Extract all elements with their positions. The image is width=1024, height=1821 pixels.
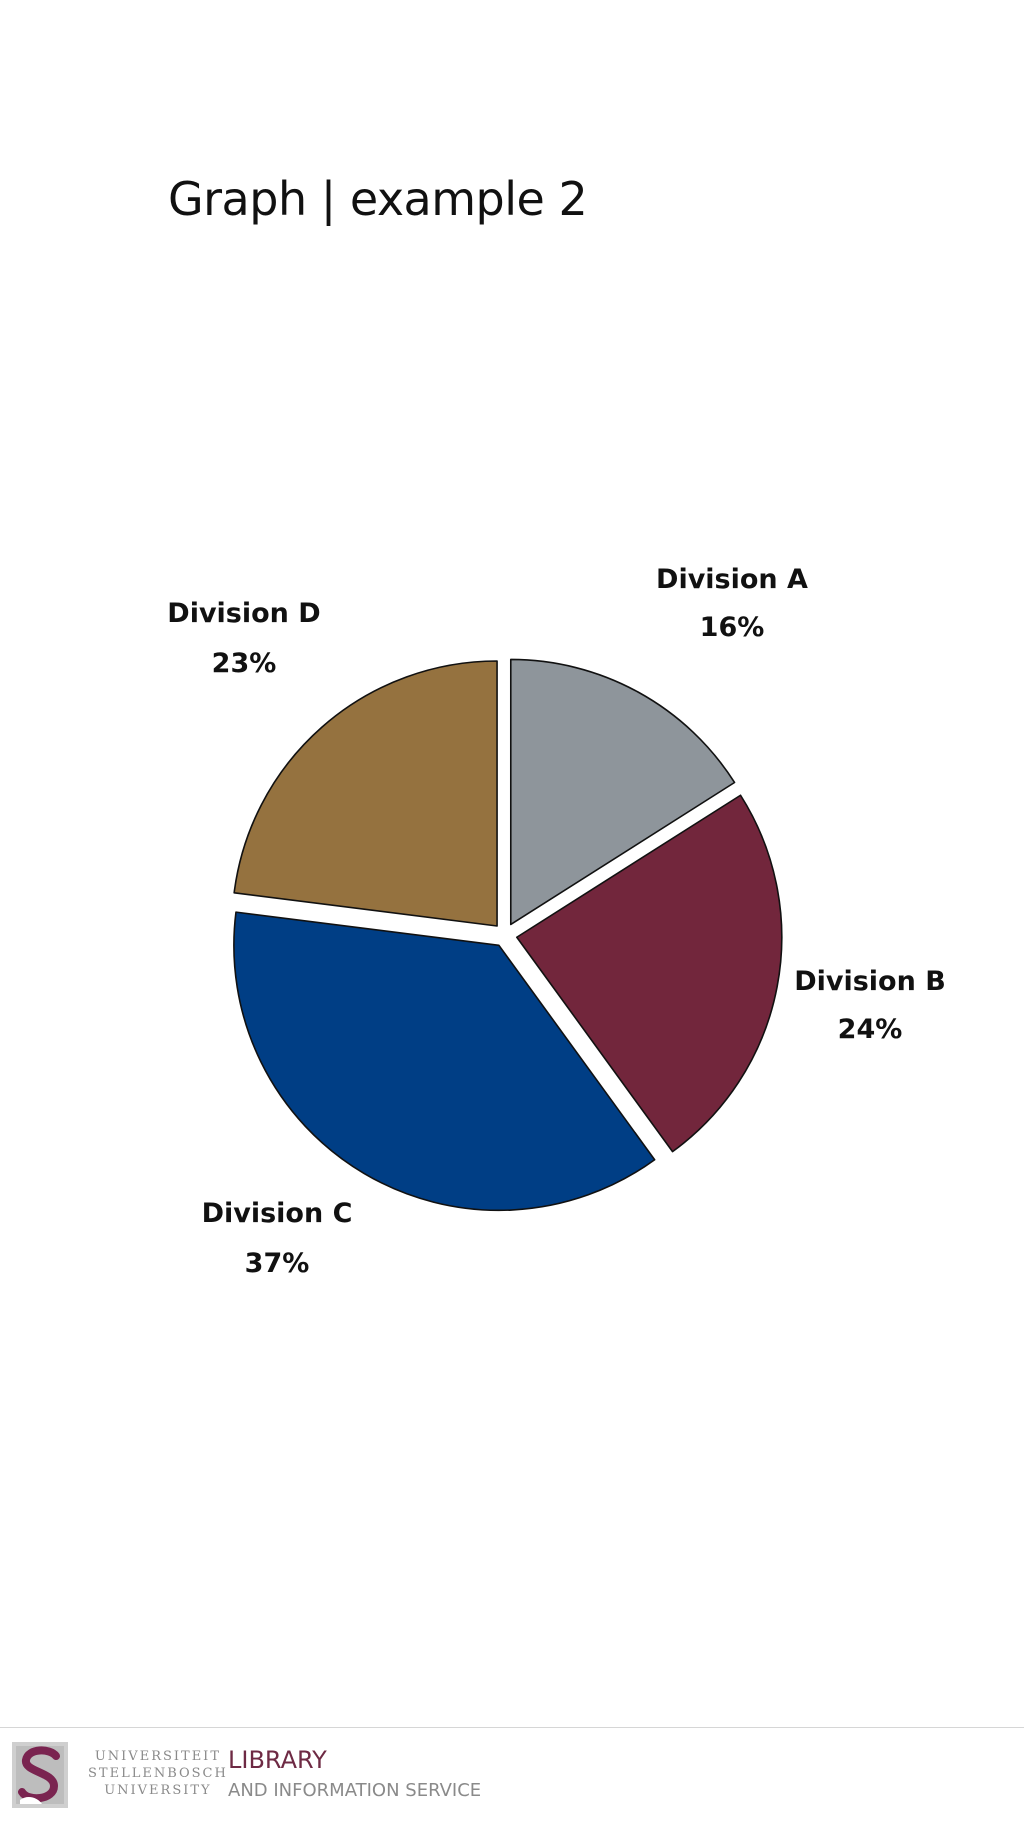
slice-value-label: 23% (212, 648, 277, 679)
pie-slice-division-b (515, 794, 783, 1153)
slice-category-label: Division C (202, 1198, 353, 1229)
pie-slice-division-c (233, 911, 656, 1212)
pie-chart: Division A 16% Division B 24% Division C 37% D… (167, 564, 946, 1279)
slice-category-label: Division D (167, 598, 320, 629)
pie-labels: Division A 16% Division B 24% Division C 37% D… (167, 564, 946, 1279)
footer: UNIVERSITEIT STELLENBOSCH UNIVERSITY LIB… (10, 1740, 610, 1812)
footer-divider (0, 1727, 1024, 1728)
university-name: UNIVERSITEIT STELLENBOSCH UNIVERSITY (88, 1748, 228, 1799)
pie-slices (233, 658, 783, 1212)
library-subtitle: AND INFORMATION SERVICE (228, 1780, 482, 1801)
slice-value-label: 24% (838, 1014, 903, 1045)
library-title: LIBRARY (228, 1746, 327, 1774)
university-line: UNIVERSITEIT (94, 1749, 221, 1764)
pie-slice-division-a (509, 658, 736, 926)
slide-title: Graph | example 2 (168, 172, 588, 226)
stellenbosch-s-logo-icon (12, 1742, 68, 1808)
university-line: STELLENBOSCH (88, 1766, 228, 1781)
pie-slice-division-d (233, 660, 498, 927)
slice-category-label: Division A (656, 564, 808, 595)
slice-value-label: 37% (245, 1248, 310, 1279)
slice-value-label: 16% (700, 612, 765, 643)
university-line: UNIVERSITY (104, 1783, 212, 1798)
slice-category-label: Division B (794, 966, 946, 997)
